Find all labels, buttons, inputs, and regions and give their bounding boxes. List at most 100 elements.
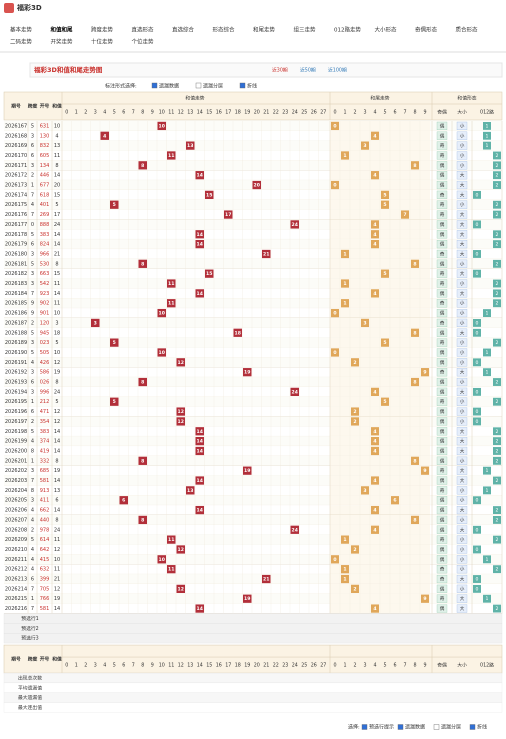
checkbox[interactable] <box>239 82 246 89</box>
tail-hit <box>401 210 409 219</box>
option-label[interactable]: 遗漏数据 <box>159 83 179 90</box>
sum-hit-text: 13 <box>187 143 193 149</box>
cell-text: 401 <box>40 202 50 208</box>
size-box <box>456 358 468 367</box>
size-box <box>456 131 468 140</box>
checkbox[interactable] <box>433 724 440 730</box>
cell-text: 901 <box>40 311 50 317</box>
route-box <box>473 417 481 426</box>
parity-text: 偶 <box>440 162 445 169</box>
size-box <box>456 348 468 357</box>
nav-link[interactable]: 质合形态 <box>456 26 479 34</box>
size-text: 小 <box>460 556 465 563</box>
cell-text: 6 <box>31 143 34 149</box>
row-bg <box>4 386 502 397</box>
nav-link[interactable]: 和尾走势 <box>253 26 276 34</box>
nav-link[interactable]: 形态综合 <box>213 26 236 34</box>
cell-text: 4 <box>31 508 34 514</box>
cell-text: 2026172 <box>5 173 27 179</box>
cell-text: 14 <box>54 478 60 484</box>
nav-link[interactable]: 直选综合 <box>172 26 195 34</box>
parity-text: 偶 <box>440 477 445 484</box>
parity-box <box>436 171 448 180</box>
cell-text: 11 <box>54 537 60 543</box>
option-label[interactable]: 折线 <box>247 83 257 90</box>
tail-col-header: 1 <box>343 663 346 669</box>
period-link[interactable]: 近50期 <box>300 67 316 74</box>
nav-link[interactable]: 开奖走势 <box>51 38 74 46</box>
row-bg <box>4 189 502 200</box>
route-box <box>493 161 501 170</box>
cell-text: 2026210 <box>5 547 27 553</box>
shape-col-header: 012路 <box>480 662 494 669</box>
row-bg <box>4 298 502 309</box>
column-header: 开号 <box>40 656 50 663</box>
nav-link[interactable]: 跨度走势 <box>91 26 114 34</box>
cell-text: 12 <box>54 360 60 366</box>
sum-col-header: 21 <box>263 110 269 116</box>
sum-col-header: 22 <box>273 110 279 116</box>
checkbox[interactable] <box>397 724 404 730</box>
footer-option[interactable]: 折线 <box>477 724 487 731</box>
tail-col-header: 5 <box>383 110 386 116</box>
cell-text: 13 <box>54 143 60 149</box>
sum-hit-text: 5 <box>113 399 116 405</box>
nav-link[interactable]: 大小形态 <box>375 26 398 34</box>
sum-col-header: 19 <box>244 110 250 116</box>
footer-option[interactable]: 预选行提示 <box>369 724 394 731</box>
parity-text: 偶 <box>440 221 445 228</box>
cell-text: 663 <box>40 271 50 277</box>
checkbox[interactable] <box>361 724 368 730</box>
option-label[interactable]: 遗漏分层 <box>203 83 223 90</box>
nav-link[interactable]: 十位走势 <box>91 38 114 46</box>
nav-link[interactable]: 012路走势 <box>334 26 361 34</box>
period-link[interactable]: 近30期 <box>272 67 288 74</box>
footer-option[interactable]: 遗漏分层 <box>441 724 461 731</box>
checkbox[interactable] <box>469 724 476 730</box>
tail-hit-text: 7 <box>403 212 406 218</box>
size-box <box>456 220 468 229</box>
nav-link[interactable]: 组三走势 <box>294 26 317 34</box>
nav-link[interactable]: 个位走势 <box>132 38 155 46</box>
cell-text: 9 <box>31 301 34 307</box>
sum-hit <box>243 466 252 475</box>
cell-text: 471 <box>40 409 50 415</box>
parity-text: 偶 <box>440 132 445 139</box>
checkbox[interactable] <box>151 82 158 89</box>
parity-box <box>436 604 448 613</box>
cell-text: 581 <box>40 606 50 612</box>
sum-hit <box>243 368 252 377</box>
tail-col-header: 3 <box>363 110 366 116</box>
pre-row-bg <box>3 613 503 624</box>
nav-link[interactable]: 和值和尾 <box>51 26 74 34</box>
parity-box <box>436 525 448 534</box>
cell-text: 1 <box>31 596 34 602</box>
cell-text: 2026214 <box>5 586 27 592</box>
cell-text: 21 <box>54 251 60 257</box>
period-link[interactable]: 近100期 <box>328 67 347 74</box>
size-text: 大 <box>460 172 465 179</box>
checkbox[interactable] <box>195 82 202 89</box>
sum-hit <box>110 200 119 209</box>
cell-text: 2026206 <box>5 508 27 514</box>
row-bg <box>4 337 502 348</box>
column-header: 开号 <box>40 103 50 110</box>
nav-link[interactable]: 直选形态 <box>132 26 155 34</box>
parity-text: 偶 <box>440 260 445 267</box>
route-text: 0 <box>476 586 479 592</box>
footer-option[interactable]: 遗漏数据 <box>405 724 425 731</box>
parity-box <box>436 535 448 544</box>
nav-link[interactable]: 奇偶形态 <box>415 26 438 34</box>
tail-hit-text: 5 <box>383 271 386 277</box>
sum-col-header: 12 <box>178 110 184 116</box>
cell-text: 10 <box>54 557 60 563</box>
nav-link[interactable]: 基本走势 <box>10 26 33 34</box>
cell-text: 5 <box>55 399 58 405</box>
tail-hit-text: 1 <box>343 567 346 573</box>
nav-link[interactable]: 二码走势 <box>10 38 33 46</box>
sum-hit <box>195 446 204 456</box>
size-text: 小 <box>460 142 465 149</box>
tail-hit <box>331 308 339 318</box>
sum-hit-text: 4 <box>103 133 106 139</box>
sum-hit <box>138 515 147 525</box>
